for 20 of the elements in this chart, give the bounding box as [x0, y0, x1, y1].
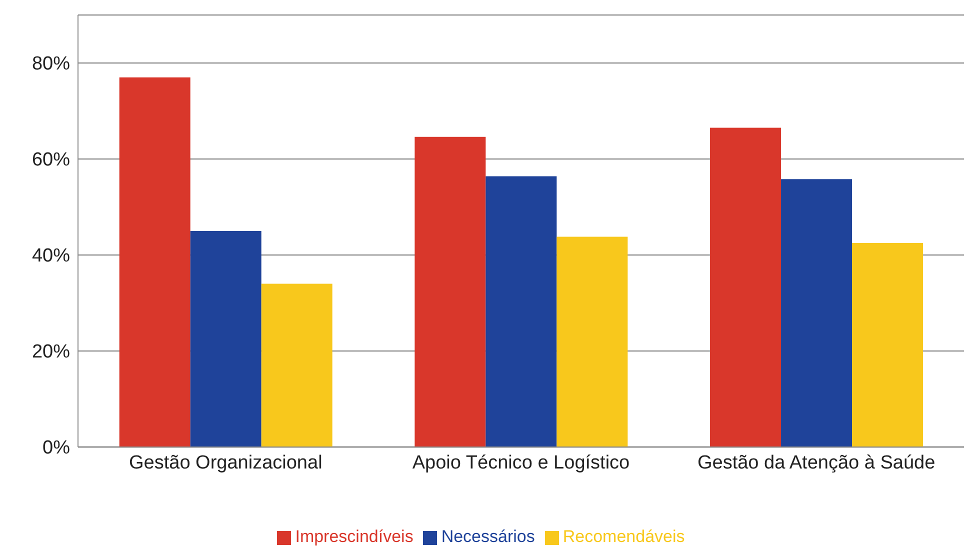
x-tick-label: Gestão da Atenção à Saúde — [697, 452, 936, 474]
bar — [414, 136, 486, 447]
legend-label: Necessários — [441, 527, 535, 546]
y-tick-label: 40% — [32, 246, 70, 267]
y-tick-label: 60% — [32, 150, 70, 171]
bar — [556, 236, 628, 447]
x-tick-label: Gestão Organizacional — [129, 452, 322, 474]
bar — [261, 284, 332, 447]
y-tick-label: 20% — [32, 342, 70, 363]
bar — [781, 179, 852, 447]
bar — [710, 128, 782, 447]
bar — [486, 176, 557, 447]
bar — [119, 77, 190, 447]
y-tick-label: 80% — [32, 54, 70, 75]
bar — [190, 231, 262, 447]
x-tick-label: Apoio Técnico e Logístico — [412, 452, 630, 474]
bar — [852, 243, 924, 447]
y-tick-label: 0% — [42, 438, 70, 459]
legend-label: Imprescindíveis — [295, 527, 414, 546]
legend-label: Recomendáveis — [562, 527, 685, 546]
